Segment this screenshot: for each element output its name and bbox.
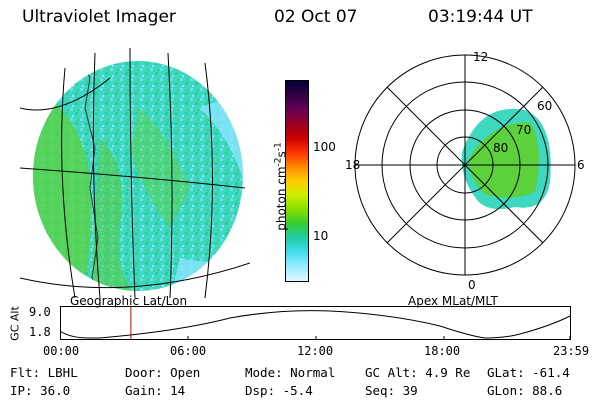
mlt-label-12: 12 [473,50,488,64]
time-tick-4: 23:59 [553,344,590,358]
status-gc-alt: GC Alt: 4.9 Re [365,365,471,380]
status-filter: Flt: LBHL [10,365,78,380]
geographic-map [20,48,250,298]
status-ip: IP: 36.0 [10,383,71,398]
status-seq: Seq: 39 [365,383,418,398]
geo-map-caption: Geographic Lat/Lon [70,294,188,308]
mlt-label-6: 6 [577,158,585,172]
status-door: Door: Open [125,365,201,380]
status-glat: GLat: -61.4 [487,365,570,380]
header-time: 03:19:44 UT [428,7,533,27]
color-scale-bar [285,80,309,282]
polar-plot: 12 18 6 0 60 70 80 [345,50,585,292]
time-tick-0: 00:00 [43,344,80,358]
alt-tick-high: 9.0 [29,305,51,319]
instrument-title: Ultraviolet Imager [22,7,176,27]
lat-label-70: 70 [516,123,531,137]
status-gain: Gain: 14 [125,383,186,398]
lat-label-60: 60 [537,99,552,113]
altitude-timeline [60,306,571,340]
gc-alt-axis-label: GC Alt [8,306,22,341]
status-mode: Mode: Normal [245,365,336,380]
colorbar-tick-10: 10 [313,229,329,243]
time-tick-3: 18:00 [424,344,461,358]
status-dsp: Dsp: -5.4 [245,383,313,398]
lat-label-80: 80 [493,141,508,155]
colorbar-tick-100: 100 [313,140,336,154]
mlt-label-18: 18 [345,158,360,172]
time-tick-1: 06:00 [170,344,207,358]
mlt-label-0: 0 [468,278,476,292]
status-glon: GLon: 88.6 [487,383,563,398]
colorbar-unit-label: photon cm-2s-1 [273,142,289,231]
polar-plot-caption: Apex MLat/MLT [408,294,498,308]
alt-tick-low: 1.8 [29,325,51,339]
time-tick-2: 12:00 [297,344,334,358]
header-date: 02 Oct 07 [274,7,358,27]
